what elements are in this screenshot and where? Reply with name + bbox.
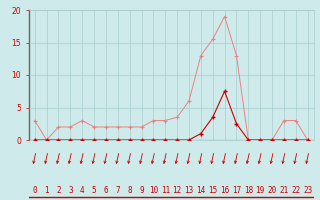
Text: 4: 4	[80, 186, 84, 195]
Text: 17: 17	[232, 186, 241, 195]
Text: 22: 22	[291, 186, 300, 195]
Text: 19: 19	[256, 186, 265, 195]
Text: 23: 23	[303, 186, 312, 195]
Text: 0: 0	[32, 186, 37, 195]
Text: 2: 2	[56, 186, 61, 195]
Text: 20: 20	[268, 186, 277, 195]
Text: 21: 21	[279, 186, 289, 195]
Text: 18: 18	[244, 186, 253, 195]
Text: 11: 11	[161, 186, 170, 195]
Text: 1: 1	[44, 186, 49, 195]
Text: 3: 3	[68, 186, 73, 195]
Text: 14: 14	[196, 186, 205, 195]
Text: 8: 8	[127, 186, 132, 195]
Text: 9: 9	[139, 186, 144, 195]
Text: 13: 13	[184, 186, 194, 195]
Text: 10: 10	[149, 186, 158, 195]
Text: 7: 7	[116, 186, 120, 195]
Text: 6: 6	[104, 186, 108, 195]
Text: 16: 16	[220, 186, 229, 195]
Text: 12: 12	[172, 186, 182, 195]
Text: 15: 15	[208, 186, 217, 195]
Text: 5: 5	[92, 186, 96, 195]
